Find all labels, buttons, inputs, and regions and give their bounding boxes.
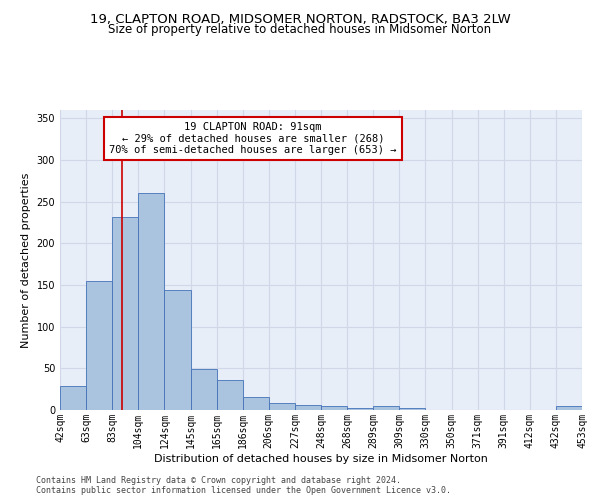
Text: 19, CLAPTON ROAD, MIDSOMER NORTON, RADSTOCK, BA3 2LW: 19, CLAPTON ROAD, MIDSOMER NORTON, RADST…	[89, 12, 511, 26]
Bar	[217, 380, 243, 410]
Bar	[347, 408, 373, 410]
Bar	[321, 406, 347, 410]
Bar	[86, 281, 112, 410]
Bar	[269, 402, 295, 410]
Y-axis label: Number of detached properties: Number of detached properties	[21, 172, 31, 348]
Bar	[295, 405, 321, 410]
Bar	[400, 408, 425, 410]
Bar	[112, 216, 139, 410]
Text: Contains HM Land Registry data © Crown copyright and database right 2024.: Contains HM Land Registry data © Crown c…	[36, 476, 401, 485]
Bar	[191, 369, 217, 410]
Bar	[556, 406, 582, 410]
Text: Size of property relative to detached houses in Midsomer Norton: Size of property relative to detached ho…	[109, 22, 491, 36]
Bar	[139, 194, 164, 410]
X-axis label: Distribution of detached houses by size in Midsomer Norton: Distribution of detached houses by size …	[154, 454, 488, 464]
Text: Contains public sector information licensed under the Open Government Licence v3: Contains public sector information licen…	[36, 486, 451, 495]
Bar	[60, 386, 86, 410]
Bar	[243, 396, 269, 410]
Text: 19 CLAPTON ROAD: 91sqm
← 29% of detached houses are smaller (268)
70% of semi-de: 19 CLAPTON ROAD: 91sqm ← 29% of detached…	[109, 122, 397, 155]
Bar	[164, 290, 191, 410]
Bar	[373, 406, 400, 410]
